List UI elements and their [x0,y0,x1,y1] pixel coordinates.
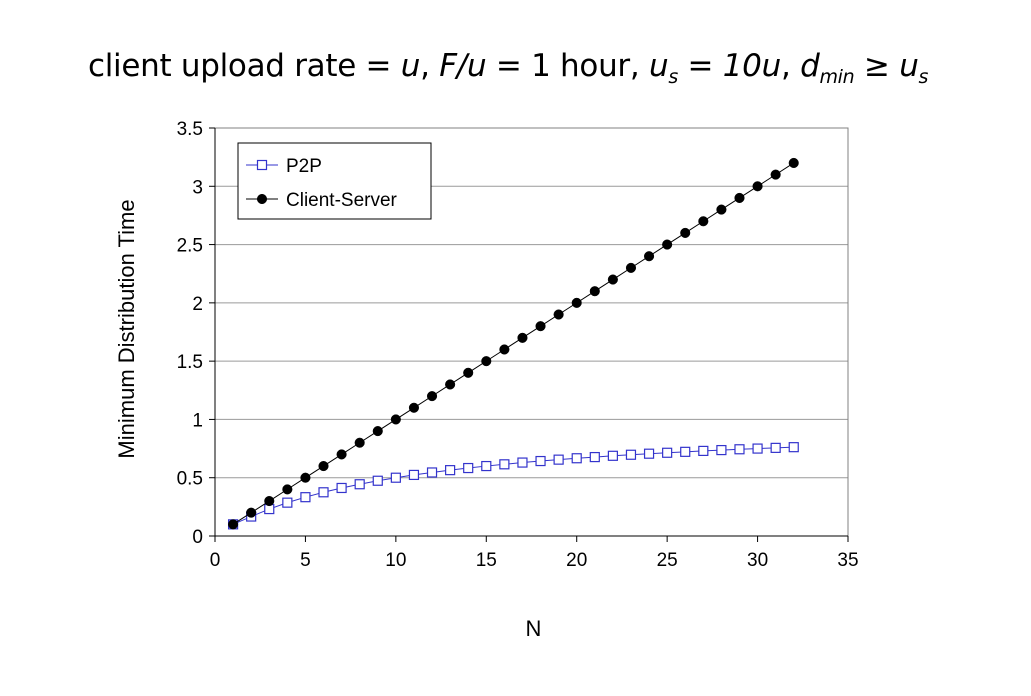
legend: P2P Client-Server [237,142,432,220]
x-tick-label: 20 [566,550,587,571]
data-point [354,437,365,448]
data-point [282,484,293,495]
y-tick-label: 1.5 [177,352,203,373]
data-point [300,492,311,503]
x-tick-label: 0 [210,550,221,571]
data-point [734,444,745,455]
chart-title: client upload rate = u, F/u = 1 hour, us… [88,48,929,88]
series-p2p [227,442,799,530]
series-client-server [228,157,799,530]
data-point [499,459,510,470]
y-tick-label: 0 [192,527,203,548]
series-layer [227,157,799,530]
legend-marker [256,193,268,205]
data-point [625,262,637,273]
data-point [426,391,438,402]
data-point [607,274,618,285]
y-tick-label: 3.5 [177,119,203,140]
data-point [680,446,691,457]
data-point [644,251,655,262]
data-point [698,445,709,457]
data-point [318,461,329,472]
data-point [390,414,401,425]
data-point [716,204,727,215]
x-axis: 0 5 10 15 20 25 30 35 [210,535,859,571]
data-point [463,367,474,378]
data-point [390,472,401,483]
data-point [752,181,763,192]
data-point [643,448,655,459]
legend-item: P2P [246,156,322,177]
x-tick-label: 30 [747,550,768,571]
data-point [716,444,727,456]
data-point [282,497,293,508]
x-tick-label: 5 [300,550,311,571]
data-point [264,495,275,507]
y-tick-label: 1 [192,410,203,431]
series-line [232,446,794,525]
data-point [662,239,673,250]
data-point [698,216,709,227]
data-point [499,344,510,355]
data-point [228,519,239,530]
data-point [517,332,528,343]
legend-label: P2P [286,156,322,177]
data-point [481,460,492,472]
data-point [372,475,383,486]
data-point [445,465,456,476]
data-point [426,467,438,478]
data-point [788,442,799,453]
y-tick-label: 2.5 [177,236,203,257]
data-point [571,297,582,308]
legend-box [237,142,432,220]
data-point [553,454,564,465]
data-point [408,469,420,481]
data-point [680,227,691,238]
data-point [463,462,474,474]
legend-item: Client-Server [246,190,398,211]
data-point [770,169,781,180]
data-point [445,379,456,390]
x-tick-label: 25 [657,550,678,571]
data-point [318,487,329,498]
x-tick-label: 10 [385,550,406,571]
y-tick-label: 2 [192,294,203,315]
data-point [336,482,347,494]
data-point [770,442,781,453]
data-point [589,286,600,297]
data-point [481,356,492,367]
legend-label: Client-Server [286,190,398,211]
data-point [535,321,546,332]
data-point [589,451,600,463]
data-point [788,157,799,169]
data-point [734,192,745,203]
data-point [354,479,365,490]
data-point [372,426,383,437]
data-point [662,447,673,458]
y-tick-label: 0.5 [177,469,203,490]
data-point [300,472,311,483]
data-point [553,309,564,320]
data-point [246,507,257,518]
x-tick-label: 15 [476,550,497,571]
y-tick-label: 3 [192,177,203,198]
data-point [517,457,528,468]
data-point [607,450,618,461]
y-axis: 0 0.5 1 1.5 2 2.5 3 3.5 [177,119,216,548]
y-axis-label: Minimum Distribution Time [114,199,139,458]
data-point [625,449,637,460]
x-axis-label: N [526,616,542,641]
data-point [752,443,763,454]
data-point [408,402,419,413]
data-point [336,449,347,460]
grid-lines [215,185,848,479]
data-point [535,455,546,467]
data-point [571,453,582,464]
x-tick-label: 35 [837,550,858,571]
legend-marker [256,159,268,171]
